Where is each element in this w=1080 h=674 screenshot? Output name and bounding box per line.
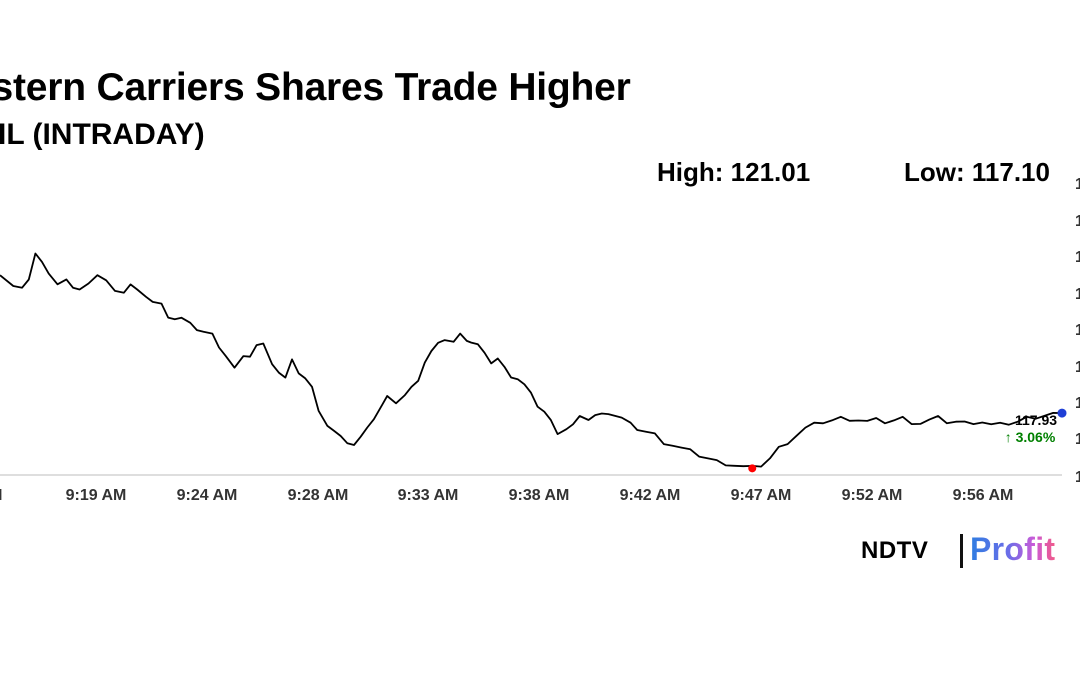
logo-ndtv-text: NDTV <box>861 537 929 564</box>
chart-title: estern Carriers Shares Trade Higher <box>0 66 631 109</box>
logo-profit-text: Profit <box>970 531 1056 567</box>
x-tick-label: 9:42 AM <box>620 487 681 504</box>
x-tick-label: 9:47 AM <box>731 487 792 504</box>
y-tick-label: 1 <box>1075 286 1080 303</box>
x-tick-label: 9:24 AM <box>177 487 238 504</box>
y-tick-label: 1 <box>1075 395 1080 412</box>
last-point-marker <box>1057 408 1067 418</box>
last-value-label: 117.93 <box>1015 412 1057 428</box>
y-tick-label: 1 <box>1075 431 1080 448</box>
x-tick-label: 9:56 AM <box>953 487 1014 504</box>
price-series-line <box>0 252 1063 468</box>
chart-subtitle: IL (INTRADAY) <box>0 118 205 151</box>
y-tick-label: 1 <box>1075 469 1080 486</box>
x-tick-label: 9:19 AM <box>66 487 127 504</box>
y-tick-label: 1 <box>1075 213 1080 230</box>
x-tick-label: 9:33 AM <box>398 487 459 504</box>
low-point-marker <box>748 464 757 473</box>
y-tick-label: 1 <box>1075 322 1080 339</box>
x-tick-label: AM <box>0 487 2 504</box>
ndtv-profit-logo: NDTV Profit <box>861 531 1071 568</box>
y-tick-label: 1 <box>1075 359 1080 376</box>
x-tick-label: 9:38 AM <box>509 487 570 504</box>
logo-divider <box>960 534 963 568</box>
change-percent-label: ↑ 3.06% <box>1005 429 1056 445</box>
y-tick-label: 1 <box>1075 249 1080 266</box>
x-tick-label: 9:52 AM <box>842 487 903 504</box>
x-tick-label: 9:28 AM <box>288 487 349 504</box>
y-tick-label: 1 <box>1075 176 1080 193</box>
low-stat: Low: 117.10 <box>904 157 1050 187</box>
high-stat: High: 121.01 <box>657 157 811 187</box>
